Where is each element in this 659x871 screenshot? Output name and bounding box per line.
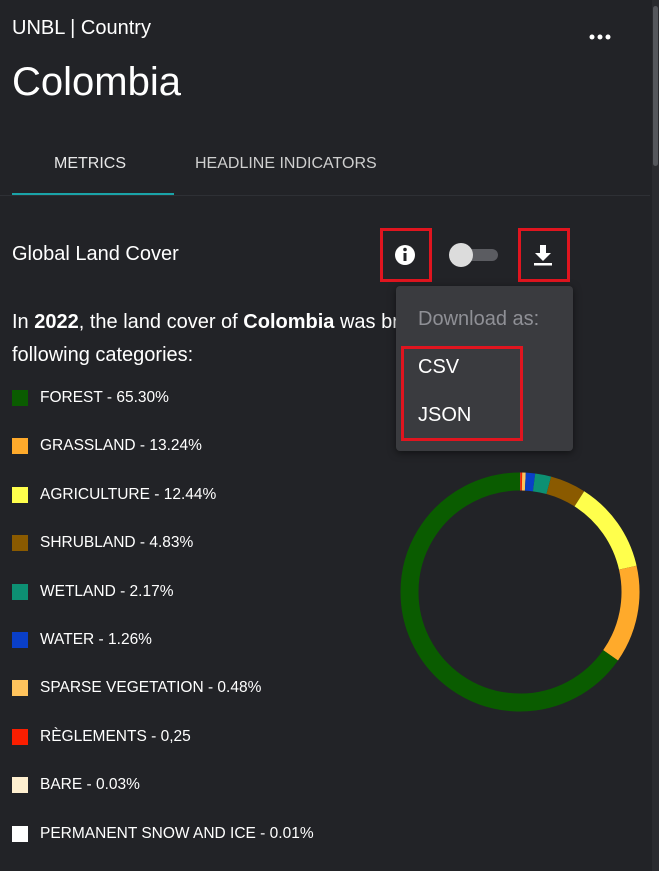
legend-label: GRASSLAND - 13.24%	[40, 437, 202, 455]
legend-label: WETLAND - 2.17%	[40, 582, 174, 600]
legend-label: FOREST - 65.30%	[40, 389, 169, 406]
subtitle: UNBL | Country	[12, 17, 151, 39]
download-menu: Download as: CSV JSON	[396, 286, 573, 451]
legend-label: AGRICULTURE - 12.44%	[40, 485, 217, 503]
menu-heading: Download as:	[418, 308, 540, 330]
legend-swatch	[12, 825, 28, 842]
legend-label: RÈGLEMENTS - 0,25	[40, 727, 191, 745]
legend-swatch	[12, 438, 28, 455]
section-controls	[380, 228, 570, 282]
donut-slice	[574, 491, 637, 570]
legend-label: SHRUBLAND - 4.83%	[40, 534, 194, 552]
tab-indicator	[12, 193, 174, 195]
legend-label: WATER - 1.26%	[40, 631, 152, 648]
legend-swatch	[12, 535, 28, 552]
text: , the land cover of	[78, 311, 244, 333]
divider	[0, 195, 650, 196]
highlight	[401, 346, 523, 441]
menu-item[interactable]: CSV	[418, 356, 460, 378]
country: Colombia	[243, 311, 335, 333]
legend-swatch	[12, 390, 28, 406]
legend-swatch	[12, 777, 28, 794]
scrollbar	[652, 0, 659, 871]
year: 2022	[34, 311, 79, 333]
download-button[interactable]	[534, 245, 552, 266]
tab[interactable]: HEADLINE INDICATORS	[195, 155, 377, 172]
donut-slice	[532, 473, 552, 495]
legend-label: PERMANENT SNOW AND ICE - 0.01%	[40, 824, 314, 842]
section-title: Global Land Cover	[12, 243, 179, 265]
donut-slice	[546, 476, 585, 507]
legend-swatch	[12, 680, 28, 697]
tab[interactable]: METRICS	[54, 155, 126, 172]
legend-swatch	[12, 486, 28, 503]
donut-slice	[400, 472, 618, 712]
more-menu[interactable]	[586, 30, 616, 44]
menu-item[interactable]: JSON	[418, 404, 472, 426]
page-title: Colombia	[12, 60, 181, 104]
text: In	[12, 311, 35, 333]
legend-swatch	[12, 632, 28, 648]
legend-swatch	[12, 583, 28, 600]
legend-label: BARE - 0.03%	[40, 776, 140, 794]
donut-slice	[603, 565, 640, 661]
legend-swatch	[12, 728, 28, 745]
donut-slice	[524, 472, 536, 492]
legend-label: SPARSE VEGETATION - 0.48%	[40, 679, 262, 697]
donut-chart	[400, 472, 640, 712]
